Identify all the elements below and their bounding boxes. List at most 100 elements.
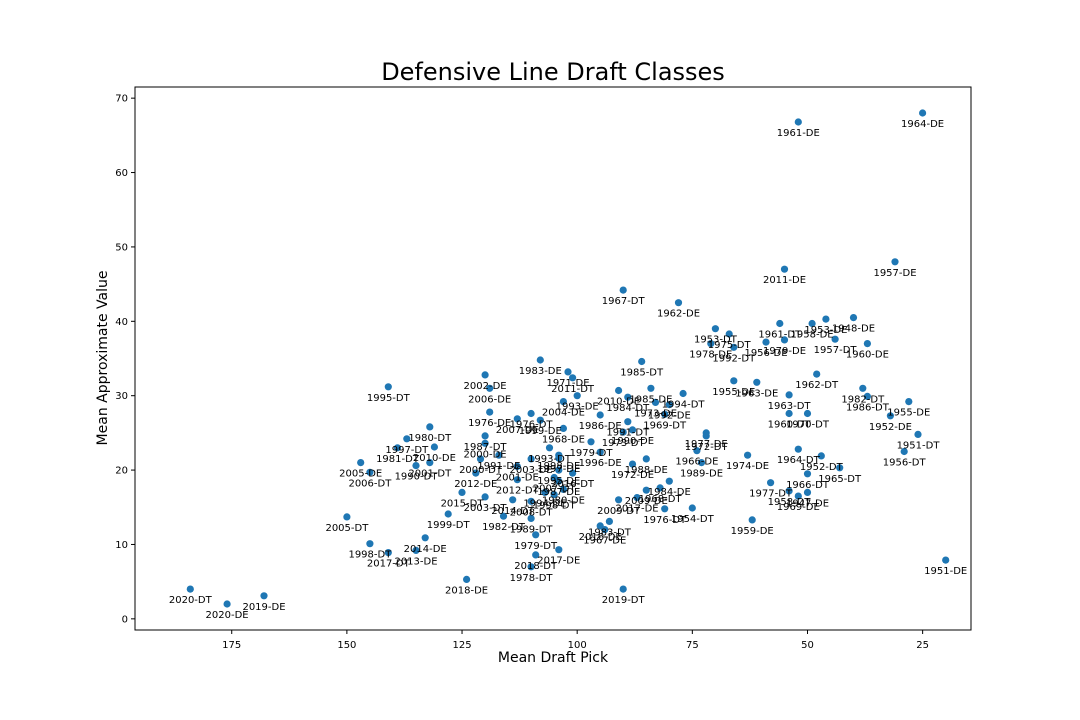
point-label: 1987-DT [464,442,508,453]
point-label: 2004-DE [542,408,585,419]
data-point [822,315,830,323]
point-label: 1980-DT [408,433,452,444]
data-point [223,600,231,608]
point-label: 2012-DT [496,486,540,497]
data-point [486,384,494,392]
data-point [550,491,558,499]
data-point [859,384,867,392]
point-label: 1958-DE [791,330,834,341]
data-point [536,356,544,364]
data-point [730,377,738,385]
data-point [513,415,521,423]
point-label: 1964-DT [777,455,821,466]
point-label: 2018-DT [514,561,558,572]
data-point [794,445,802,453]
data-point [886,412,895,420]
data-point [569,374,577,382]
data-point [707,340,715,348]
data-point [803,409,812,418]
point-label: 1955-DE [712,387,755,398]
y-tick-label: 70 [115,94,128,105]
point-label: 1989-DE [680,469,723,480]
data-point [748,516,756,524]
data-point [633,494,641,502]
data-point [711,325,720,333]
point-label: 1980-DE [542,495,585,506]
data-point [260,592,268,600]
point-label: 2005-DE [339,469,382,480]
point-label: 2019-DT [602,595,646,606]
point-label: 1974-DE [726,461,769,472]
point-label: 1951-DE [924,566,967,577]
point-label: 2003-DE [510,465,553,476]
point-label: 1967-DT [602,296,646,307]
point-label: 1998-DE [537,461,580,472]
point-label: 2017-DT [367,559,411,570]
point-label: 2000-DE [464,449,507,460]
point-label: 2016-DT [551,479,595,490]
data-point [527,409,535,418]
point-label: 1957-DE [873,268,916,279]
data-point [891,258,899,266]
data-points [186,109,950,608]
data-point [730,343,738,351]
data-point [481,371,489,379]
data-point [785,391,793,399]
point-label: 2001-DT [408,469,452,480]
data-point [642,455,650,463]
data-point [426,423,434,431]
data-point [366,468,374,476]
point-label: 1959-DE [731,526,774,537]
data-point [527,455,535,463]
data-point [186,585,194,593]
data-point [628,426,637,434]
point-label: 2007-DT [533,484,577,495]
data-point [393,444,402,452]
plot-frame [134,86,972,631]
point-label: 2017-DE [537,556,580,567]
point-label: 2006-DE [468,394,511,405]
data-point [541,488,549,496]
point-label: 2009-DT [597,506,641,517]
data-point [905,398,913,406]
point-label: 1954-DT [671,514,715,525]
point-label: 1986-DE [579,421,622,432]
point-label: 1996-DE [579,458,622,469]
point-label: 1994-DT [662,400,706,411]
data-point [702,432,710,440]
y-tick-label: 40 [115,317,128,328]
data-point [780,336,789,344]
point-label: 2008-DT [510,507,554,518]
data-point [430,443,438,451]
point-label: 1999-DE [519,426,562,437]
point-label: 1976-DT [643,515,687,526]
data-point [426,459,434,467]
point-label: 2010-DE [413,453,456,464]
data-point [545,444,554,452]
point-label: 1981-DT [376,454,420,465]
data-point [767,479,775,487]
data-point [674,299,683,307]
y-tick-label: 0 [122,614,128,625]
data-point [647,384,655,392]
point-label: 2017-DE [616,504,659,515]
data-point [513,462,521,470]
point-label: 1989-DT [510,524,554,535]
point-label: 1965-DT [818,474,862,485]
y-axis-ticks: 0 10 20 30 40 50 60 70 [115,94,135,625]
point-label: 1991-DE [477,461,520,472]
x-tick-label: 75 [686,640,699,651]
data-point [836,464,844,472]
point-label: 1982-DT [482,522,526,533]
point-label: 2020-DE [206,610,249,621]
point-label: 2019-DE [242,602,285,613]
point-label: 1969-DT [643,420,687,431]
point-label: 1978-DT [510,573,554,584]
data-point [794,492,802,500]
y-tick-label: 30 [115,391,128,402]
point-label: 1993-DT [528,454,572,465]
data-point [555,454,563,462]
data-point [573,392,581,400]
point-label: 1985-DE [629,394,672,405]
point-label: 1976-DE [468,418,511,429]
